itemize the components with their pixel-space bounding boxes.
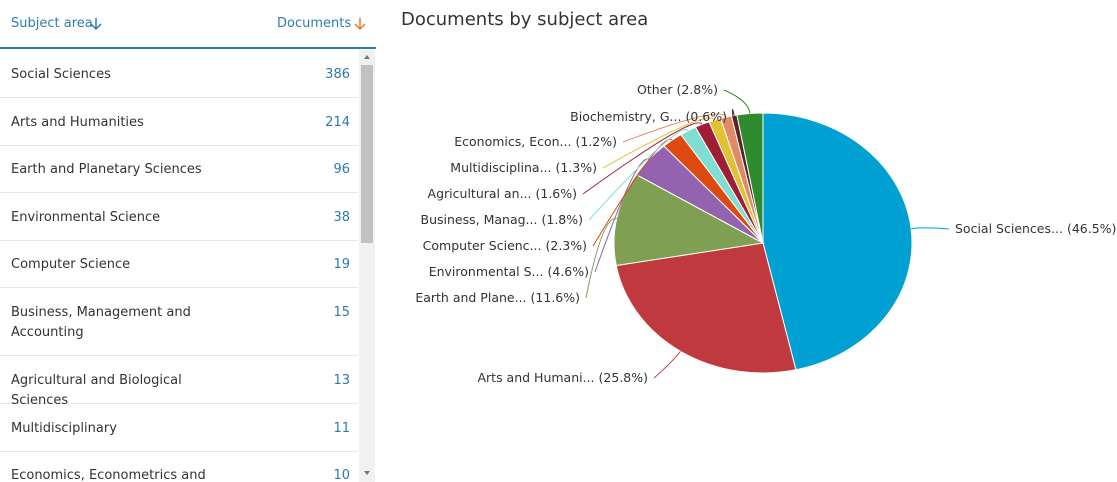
subject-name: Environmental Science: [11, 210, 161, 225]
table-row[interactable]: Environmental Science 38: [0, 193, 358, 241]
header-documents[interactable]: Documents: [277, 16, 352, 31]
slice-percent: (1.8%): [541, 212, 583, 227]
slice-percent: (46.5%): [1067, 221, 1116, 236]
slice-label: Multidisciplina... (1.3%): [450, 160, 597, 175]
slice-percent: (4.6%): [547, 264, 589, 279]
slice-label: Social Sciences... (46.5%): [955, 221, 1116, 236]
slice-label: Arts and Humani... (25.8%): [477, 370, 648, 385]
slice-label: Biochemistry, G... (0.6%): [570, 109, 727, 124]
slice-label: Economics, Econ... (1.2%): [454, 134, 617, 149]
document-count[interactable]: 13: [333, 373, 350, 388]
subject-name: Business, Management and Accounting: [11, 305, 191, 340]
slice-category: Arts and Humani...: [477, 370, 594, 385]
subject-name: Computer Science: [11, 257, 131, 272]
document-count[interactable]: 386: [325, 67, 350, 82]
pie-slice: [613, 173, 765, 267]
slice-category: Economics, Econ...: [454, 134, 571, 149]
leader-line: [582, 122, 703, 195]
leader-line: [602, 117, 716, 169]
leader-line: [731, 108, 735, 118]
slice-percent: (0.6%): [685, 109, 727, 124]
slice-label: Agricultural an... (1.6%): [428, 186, 577, 201]
leader-line: [594, 158, 650, 273]
slice-percent: (2.3%): [545, 238, 587, 253]
slice-percent: (2.8%): [676, 82, 718, 97]
slice-category: Biochemistry, G...: [570, 109, 681, 124]
slice-label: Environmental S... (4.6%): [429, 264, 589, 279]
document-count[interactable]: 15: [333, 305, 350, 320]
slice-label: Computer Scienc... (2.3%): [423, 238, 587, 253]
slice-percent: (11.6%): [531, 290, 580, 305]
document-count[interactable]: 10: [333, 468, 350, 482]
document-count[interactable]: 96: [333, 162, 350, 177]
chart-title: Documents by subject area: [401, 9, 648, 30]
document-count[interactable]: 11: [333, 421, 350, 436]
header-subject[interactable]: Subject area: [11, 16, 93, 31]
pie-slice: [736, 112, 764, 244]
slice-category: Computer Scienc...: [423, 238, 542, 253]
slice-label: Earth and Plane... (11.6%): [415, 290, 580, 305]
subject-name: Agricultural and Biological Sciences: [11, 373, 182, 408]
subject-name: Multidisciplinary: [11, 421, 117, 436]
slice-category: Other: [637, 82, 673, 97]
slice-category: Social Sciences...: [955, 221, 1063, 236]
table-row[interactable]: Earth and Planetary Sciences 96: [0, 145, 358, 193]
subject-name: Social Sciences: [11, 67, 111, 82]
slice-percent: (25.8%): [599, 370, 648, 385]
slice-category: Agricultural an...: [428, 186, 532, 201]
leader-line: [653, 350, 681, 379]
leader-line: [588, 129, 689, 221]
pie-slice: [762, 112, 913, 371]
table-header: Subject area Documents: [0, 0, 376, 49]
leader-line: [723, 89, 751, 114]
document-count[interactable]: 38: [333, 210, 350, 225]
slice-category: Environmental S...: [429, 264, 544, 279]
sort-arrow: [354, 18, 366, 31]
pie-slice: [615, 242, 797, 374]
slice-category: Multidisciplina...: [450, 160, 551, 175]
slice-label: Other (2.8%): [637, 82, 718, 97]
table-row[interactable]: Social Sciences 386: [0, 50, 358, 98]
subject-name: Economics, Econometrics and: [11, 468, 206, 482]
slice-percent: (1.6%): [535, 186, 577, 201]
slice-category: Earth and Plane...: [415, 290, 526, 305]
table-row[interactable]: Economics, Econometrics and 10: [0, 451, 358, 482]
subject-table: Subject area Documents Social Sciences 38…: [0, 0, 376, 482]
subject-name: Arts and Humanities: [11, 115, 144, 130]
slice-category: Business, Manag...: [421, 212, 538, 227]
document-count[interactable]: 214: [325, 115, 350, 130]
sort-arrow: [90, 18, 102, 31]
table-row[interactable]: Arts and Humanities 214: [0, 98, 358, 146]
slice-percent: (1.3%): [555, 160, 597, 175]
document-count[interactable]: 19: [333, 257, 350, 272]
table-row[interactable]: Computer Science 19: [0, 240, 358, 288]
leader-line: [911, 227, 950, 230]
leader-line: [622, 113, 727, 143]
slice-label: Business, Manag... (1.8%): [421, 212, 583, 227]
table-row[interactable]: Agricultural and Biological Sciences 13: [0, 356, 358, 408]
leader-line: [585, 217, 617, 299]
slice-percent: (1.2%): [575, 134, 617, 149]
scrollbar[interactable]: [359, 50, 375, 482]
subject-name: Earth and Planetary Sciences: [11, 162, 202, 177]
table-row[interactable]: Business, Management and Accounting 15: [0, 288, 358, 356]
table-row[interactable]: Multidisciplinary 11: [0, 404, 358, 452]
